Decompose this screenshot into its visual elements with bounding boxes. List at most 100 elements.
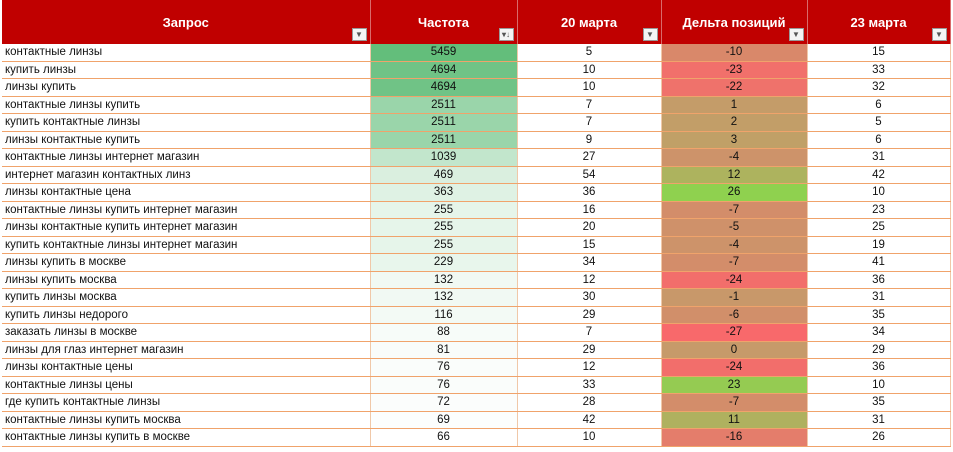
cell-frequency[interactable]: 469: [370, 166, 518, 184]
cell-position-march23[interactable]: 5: [807, 113, 951, 132]
cell-query[interactable]: купить контактные линзы интернет магазин: [2, 236, 371, 254]
cell-position-march20[interactable]: 54: [517, 166, 662, 184]
cell-query[interactable]: купить линзы москва: [2, 288, 371, 307]
cell-frequency[interactable]: 69: [370, 411, 518, 429]
cell-position-march20[interactable]: 9: [517, 131, 662, 149]
cell-position-march20[interactable]: 34: [517, 253, 662, 272]
cell-position-march20[interactable]: 15: [517, 236, 662, 254]
cell-position-delta[interactable]: -10: [661, 44, 808, 62]
cell-position-delta[interactable]: -24: [661, 358, 808, 377]
cell-position-march23[interactable]: 19: [807, 236, 951, 254]
cell-query[interactable]: контактные линзы купить москва: [2, 411, 371, 429]
cell-frequency[interactable]: 76: [370, 358, 518, 377]
cell-frequency[interactable]: 255: [370, 218, 518, 237]
cell-position-delta[interactable]: -7: [661, 253, 808, 272]
cell-position-delta[interactable]: -4: [661, 148, 808, 167]
cell-position-march23[interactable]: 34: [807, 323, 951, 342]
cell-query[interactable]: контактные линзы интернет магазин: [2, 148, 371, 167]
cell-query[interactable]: заказать линзы в москве: [2, 323, 371, 342]
cell-query[interactable]: купить линзы недорого: [2, 306, 371, 324]
cell-position-delta[interactable]: -7: [661, 201, 808, 219]
cell-frequency[interactable]: 4694: [370, 78, 518, 97]
cell-position-march20[interactable]: 42: [517, 411, 662, 429]
cell-position-march23[interactable]: 10: [807, 183, 951, 202]
cell-frequency[interactable]: 4694: [370, 61, 518, 79]
cell-position-march23[interactable]: 15: [807, 44, 951, 62]
cell-query[interactable]: линзы купить: [2, 78, 371, 97]
cell-frequency[interactable]: 72: [370, 393, 518, 412]
cell-position-march20[interactable]: 10: [517, 78, 662, 97]
cell-query[interactable]: интернет магазин контактных линз: [2, 166, 371, 184]
cell-frequency[interactable]: 229: [370, 253, 518, 272]
cell-query[interactable]: купить линзы: [2, 61, 371, 79]
cell-position-march23[interactable]: 23: [807, 201, 951, 219]
cell-position-march20[interactable]: 29: [517, 306, 662, 324]
cell-position-delta[interactable]: 0: [661, 341, 808, 359]
cell-frequency[interactable]: 5459: [370, 44, 518, 62]
cell-position-march23[interactable]: 35: [807, 393, 951, 412]
cell-position-march20[interactable]: 27: [517, 148, 662, 167]
cell-position-march20[interactable]: 12: [517, 271, 662, 289]
cell-frequency[interactable]: 1039: [370, 148, 518, 167]
cell-frequency[interactable]: 255: [370, 236, 518, 254]
cell-query[interactable]: линзы контактные цены: [2, 358, 371, 377]
cell-position-march23[interactable]: 36: [807, 358, 951, 377]
cell-position-march23[interactable]: 35: [807, 306, 951, 324]
cell-query[interactable]: линзы контактные купить интернет магазин: [2, 218, 371, 237]
cell-position-march20[interactable]: 5: [517, 44, 662, 62]
cell-position-march23[interactable]: 29: [807, 341, 951, 359]
cell-frequency[interactable]: 76: [370, 376, 518, 394]
cell-query[interactable]: контактные линзы цены: [2, 376, 371, 394]
cell-query[interactable]: линзы контактные купить: [2, 131, 371, 149]
cell-position-march20[interactable]: 28: [517, 393, 662, 412]
cell-position-march23[interactable]: 10: [807, 376, 951, 394]
dropdown-filter-icon[interactable]: ▼: [351, 28, 367, 41]
cell-position-delta[interactable]: -24: [661, 271, 808, 289]
cell-query[interactable]: купить контактные линзы: [2, 113, 371, 132]
cell-position-march20[interactable]: 30: [517, 288, 662, 307]
dropdown-filter-icon[interactable]: ▼: [931, 28, 947, 41]
cell-query[interactable]: линзы купить москва: [2, 271, 371, 289]
cell-position-delta[interactable]: -1: [661, 288, 808, 307]
cell-position-march20[interactable]: 7: [517, 113, 662, 132]
cell-position-march20[interactable]: 10: [517, 61, 662, 79]
cell-frequency[interactable]: 81: [370, 341, 518, 359]
cell-position-march23[interactable]: 42: [807, 166, 951, 184]
cell-position-delta[interactable]: -23: [661, 61, 808, 79]
cell-frequency[interactable]: 363: [370, 183, 518, 202]
cell-position-march20[interactable]: 12: [517, 358, 662, 377]
cell-position-delta[interactable]: -4: [661, 236, 808, 254]
cell-position-march23[interactable]: 31: [807, 288, 951, 307]
cell-position-march20[interactable]: 16: [517, 201, 662, 219]
cell-query[interactable]: линзы для глаз интернет магазин: [2, 341, 371, 359]
cell-position-delta[interactable]: 1: [661, 96, 808, 114]
sort-desc-filter-icon[interactable]: ▾↓: [498, 28, 514, 41]
cell-position-march23[interactable]: 32: [807, 78, 951, 97]
cell-position-march23[interactable]: 26: [807, 428, 951, 447]
cell-frequency[interactable]: 132: [370, 271, 518, 289]
cell-position-march23[interactable]: 41: [807, 253, 951, 272]
cell-position-delta[interactable]: -22: [661, 78, 808, 97]
cell-position-march20[interactable]: 29: [517, 341, 662, 359]
cell-frequency[interactable]: 255: [370, 201, 518, 219]
cell-position-delta[interactable]: 23: [661, 376, 808, 394]
cell-query[interactable]: контактные линзы: [2, 44, 371, 62]
cell-position-march20[interactable]: 36: [517, 183, 662, 202]
cell-position-delta[interactable]: 12: [661, 166, 808, 184]
cell-position-delta[interactable]: -6: [661, 306, 808, 324]
cell-query[interactable]: где купить контактные линзы: [2, 393, 371, 412]
cell-position-delta[interactable]: -16: [661, 428, 808, 447]
cell-frequency[interactable]: 88: [370, 323, 518, 342]
cell-position-delta[interactable]: 2: [661, 113, 808, 132]
cell-position-march23[interactable]: 33: [807, 61, 951, 79]
cell-query[interactable]: контактные линзы купить: [2, 96, 371, 114]
cell-query[interactable]: контактные линзы купить в москве: [2, 428, 371, 447]
cell-position-march23[interactable]: 6: [807, 96, 951, 114]
cell-position-delta[interactable]: -7: [661, 393, 808, 412]
cell-frequency[interactable]: 2511: [370, 131, 518, 149]
cell-position-march23[interactable]: 31: [807, 411, 951, 429]
cell-query[interactable]: линзы купить в москве: [2, 253, 371, 272]
dropdown-filter-icon[interactable]: ▼: [788, 28, 804, 41]
cell-position-march20[interactable]: 7: [517, 96, 662, 114]
cell-position-march23[interactable]: 31: [807, 148, 951, 167]
